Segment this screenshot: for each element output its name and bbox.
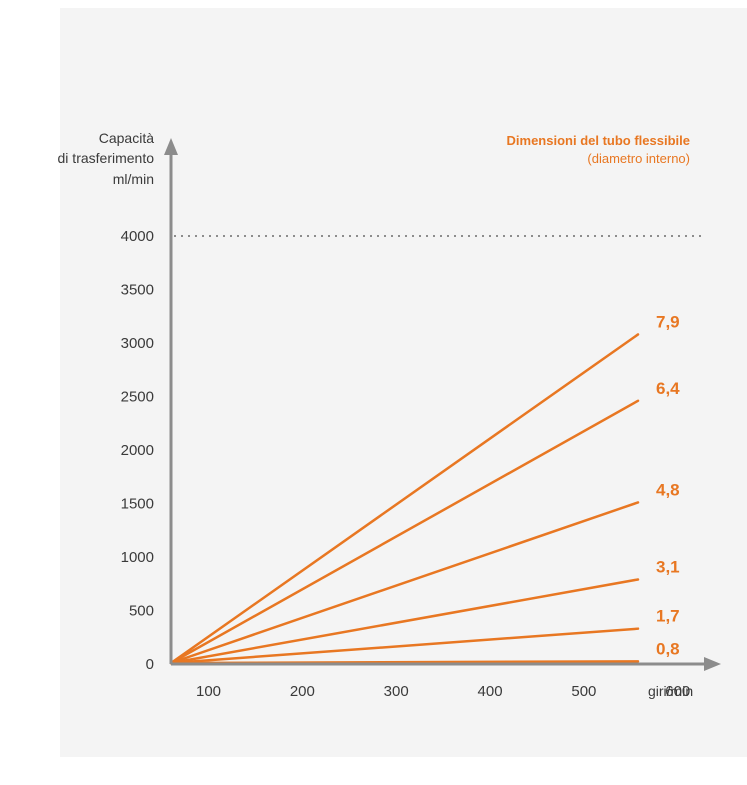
series-line [169, 333, 640, 665]
y-axis-arrow [164, 138, 178, 155]
y-tick-label: 500 [129, 603, 154, 620]
y-tick-label: 2000 [121, 442, 154, 459]
series-label: 4,8 [656, 480, 680, 499]
series-label: 6,4 [656, 379, 680, 398]
x-tick-label: 600 [665, 683, 690, 700]
y-axis-label-line1: Capacità [99, 130, 154, 146]
series-label: 7,9 [656, 312, 680, 331]
x-tick-label: 200 [290, 683, 315, 700]
y-tick-label: 4000 [121, 228, 154, 245]
series-label: 1,7 [656, 607, 680, 626]
y-axis-label-line3: ml/min [113, 171, 154, 187]
y-tick-label: 3000 [121, 335, 154, 352]
y-tick-label: 1500 [121, 496, 154, 513]
series-line [169, 501, 640, 665]
y-tick-label: 0 [146, 656, 154, 673]
x-tick-label: 100 [196, 683, 221, 700]
series-label: 3,1 [656, 557, 680, 576]
y-tick-label: 2500 [121, 389, 154, 406]
y-tick-label: 3500 [121, 282, 154, 299]
x-tick-label: 500 [571, 683, 596, 700]
y-tick-label: 1000 [121, 549, 154, 566]
chart-background [60, 8, 747, 757]
x-tick-label: 400 [478, 683, 503, 700]
series-line [169, 578, 640, 665]
series-label: 0,8 [656, 639, 680, 658]
legend-subtitle: (diametro interno) [587, 151, 690, 166]
x-axis-arrow [704, 657, 721, 671]
series-line [169, 627, 640, 665]
x-tick-label: 300 [384, 683, 409, 700]
x-axis-label: giri/min [648, 683, 693, 699]
legend-title: Dimensioni del tubo flessibile [507, 133, 690, 148]
series-line [169, 399, 640, 665]
y-axis-label-line2: di trasferimento [58, 150, 155, 166]
